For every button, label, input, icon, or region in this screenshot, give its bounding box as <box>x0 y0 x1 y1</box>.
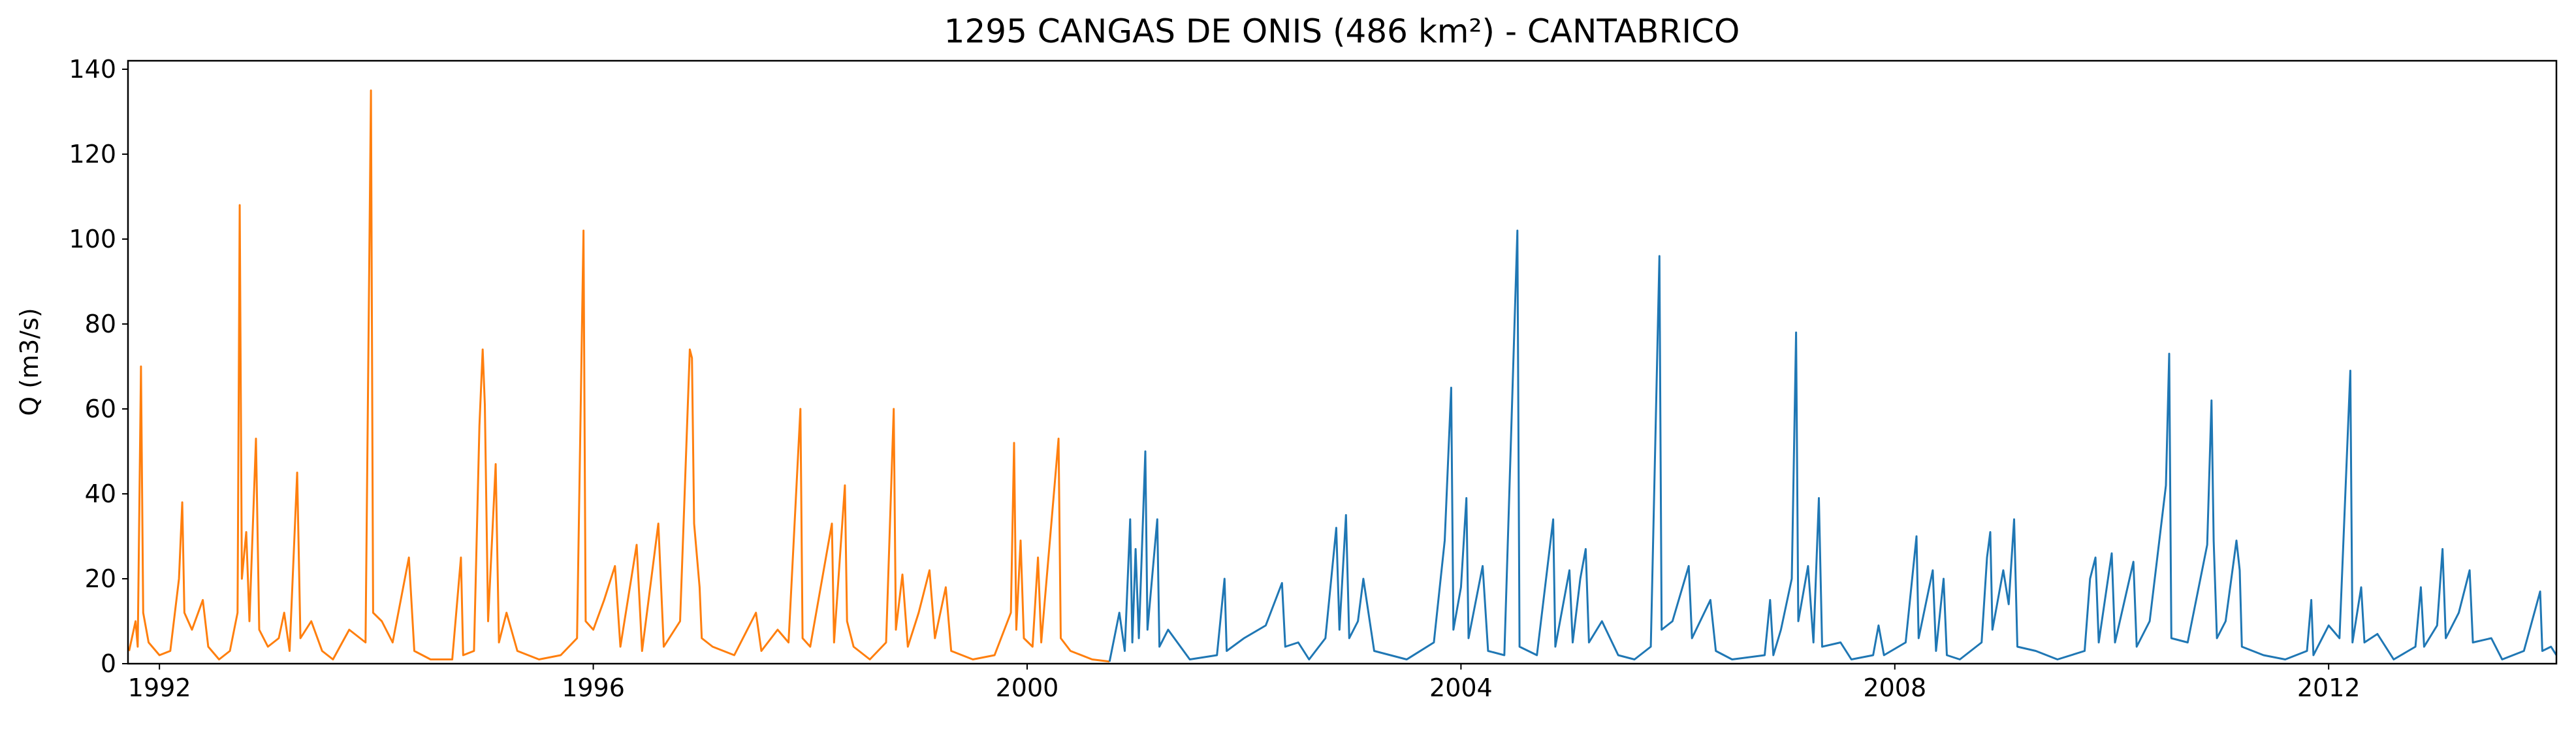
y-tick-label: 40 <box>85 479 116 508</box>
y-tick-label: 20 <box>85 564 116 593</box>
y-tick-label: 0 <box>101 649 116 678</box>
y-tick-label: 100 <box>69 225 116 253</box>
chart-title: 1295 CANGAS DE ONIS (486 km²) - CANTABRI… <box>944 12 1740 50</box>
x-tick-label: 2000 <box>996 673 1059 702</box>
plot-frame <box>127 59 2558 665</box>
x-tick-label: 1992 <box>128 673 191 702</box>
x-tick-label: 1996 <box>562 673 625 702</box>
y-axis-label: Q (m3/s) <box>15 308 44 415</box>
y-tick-label: 80 <box>85 310 116 338</box>
y-tick-label: 60 <box>85 395 116 423</box>
x-tick-label: 2008 <box>1863 673 1926 702</box>
x-tick-label: 2004 <box>1429 673 1493 702</box>
series-line <box>128 89 1110 663</box>
x-tick-label: 2012 <box>2297 673 2361 702</box>
y-tick-label: 140 <box>69 55 116 84</box>
series-line <box>1108 229 2556 662</box>
y-tick-label: 120 <box>69 140 116 169</box>
